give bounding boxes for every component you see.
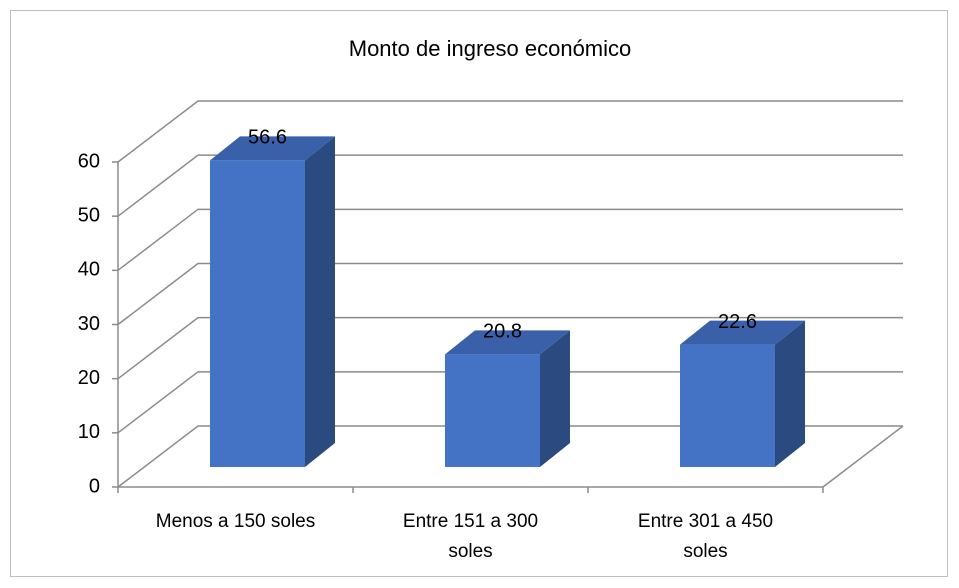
bar-side [775, 320, 805, 467]
bar-top [445, 330, 570, 355]
bar [210, 160, 305, 467]
data-label: 56.6 [248, 127, 287, 149]
grid-line [117, 425, 903, 488]
y-tick-label: 0 [89, 475, 100, 497]
bar-side [305, 136, 335, 467]
chart-title: Monto de ingreso económico [349, 36, 632, 61]
data-label: 20.8 [483, 321, 522, 343]
x-tick-label-box: Menos a 150 soles [155, 511, 316, 532]
grid-line [117, 371, 903, 434]
bar-top [210, 136, 335, 161]
x-tick-label: Entre 301 a 450 soles [637, 511, 774, 562]
x-tick-label: Entre 151 a 300 soles [402, 511, 539, 562]
grid-line [117, 100, 903, 163]
grid-line [117, 262, 903, 326]
data-label: 22.6 [718, 311, 757, 333]
grid-line [117, 208, 903, 271]
y-tick-label: 50 [78, 204, 100, 226]
y-tick-label: 30 [78, 313, 100, 335]
bar [445, 354, 540, 467]
y-tick-label: 20 [78, 367, 100, 389]
chart-border [10, 10, 948, 577]
floor-edge [822, 425, 904, 488]
x-tick-label-box: Entre 151 a 300 soles [402, 511, 539, 562]
bar [680, 344, 775, 467]
y-tick-label: 40 [78, 259, 100, 281]
x-tick-label-box: Entre 301 a 450 soles [637, 511, 774, 562]
x-tick-label: Menos a 150 soles [155, 511, 316, 532]
grid-line [117, 316, 903, 380]
y-tick-label: 60 [78, 150, 100, 172]
bar-top [680, 320, 805, 345]
bar-side [540, 330, 570, 467]
grid-line [117, 154, 903, 217]
y-tick-label: 10 [78, 421, 100, 443]
